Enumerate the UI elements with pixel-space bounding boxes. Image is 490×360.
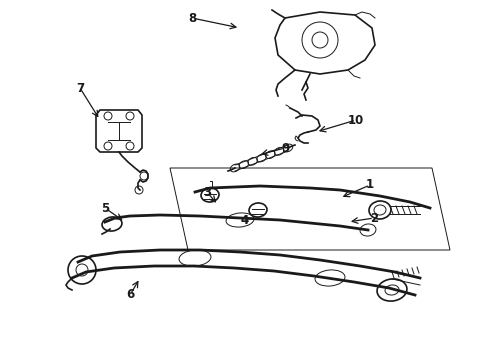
Text: 3: 3 xyxy=(203,185,211,198)
Text: 4: 4 xyxy=(241,213,249,226)
Text: 10: 10 xyxy=(348,113,364,126)
Text: 6: 6 xyxy=(126,288,134,302)
Text: 5: 5 xyxy=(101,202,109,215)
Text: 2: 2 xyxy=(370,211,378,225)
Text: 1: 1 xyxy=(366,179,374,192)
Text: 9: 9 xyxy=(281,141,289,154)
Text: 7: 7 xyxy=(76,81,84,94)
Text: 8: 8 xyxy=(188,12,196,24)
